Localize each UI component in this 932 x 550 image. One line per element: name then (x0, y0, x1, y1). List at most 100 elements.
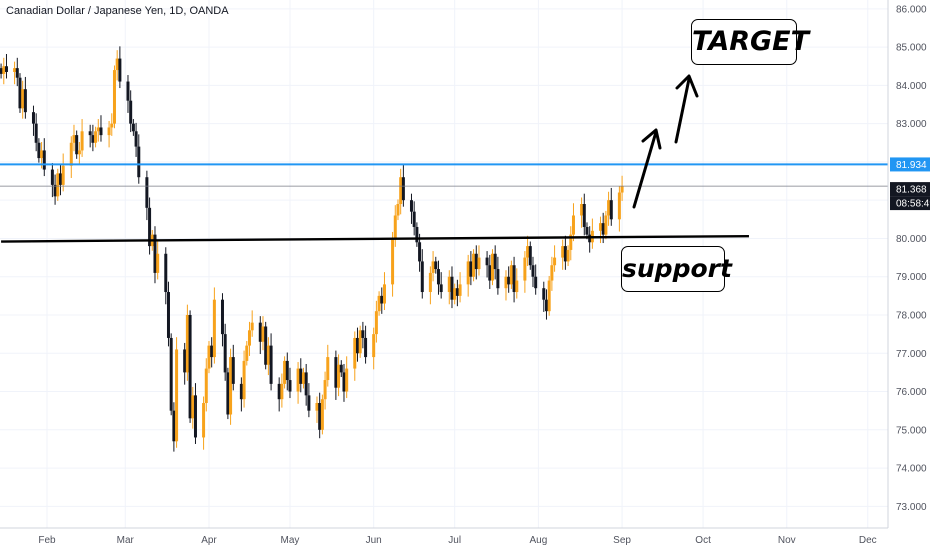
candle (207, 341, 211, 374)
candle (353, 331, 357, 381)
candle-series (0, 46, 624, 452)
svg-text:08:58:49: 08:58:49 (896, 199, 932, 210)
svg-text:81.368: 81.368 (896, 185, 927, 196)
time-tick-label: Aug (529, 535, 547, 546)
candle (609, 187, 613, 226)
candle (304, 363, 308, 406)
support-annotation[interactable]: support (621, 246, 732, 292)
candle (166, 281, 170, 347)
candle (239, 377, 243, 412)
candle (269, 333, 273, 391)
candle (229, 348, 233, 425)
candle (91, 124, 95, 152)
price-tick-label: 79.000 (896, 272, 927, 283)
candle (77, 142, 81, 165)
candle (183, 342, 187, 385)
arrow-2 (674, 74, 699, 144)
time-axis[interactable]: Feb Mar Apr May Jun Jul Aug Sep Oct Nov Dec (38, 535, 876, 546)
candle (515, 268, 519, 299)
candle (512, 256, 516, 303)
candle (94, 126, 98, 148)
candle (266, 337, 270, 376)
candle (553, 245, 557, 272)
candle (450, 266, 454, 309)
candle (434, 256, 438, 274)
candle (453, 283, 457, 305)
candle (258, 316, 262, 355)
price-tick-label: 76.000 (896, 387, 927, 398)
candle (337, 354, 341, 397)
candle (15, 57, 19, 87)
candle (542, 281, 546, 312)
candle (409, 193, 413, 224)
candle (226, 367, 230, 420)
candle (496, 256, 500, 295)
candle (569, 226, 573, 261)
candle (220, 293, 224, 347)
candle (277, 377, 281, 412)
price-tick-label: 85.000 (896, 43, 927, 54)
candle (110, 113, 114, 136)
candle (342, 363, 346, 402)
candle (412, 201, 416, 236)
support-line[interactable] (1, 234, 749, 243)
candle (472, 249, 476, 282)
candle (550, 256, 554, 291)
candle (396, 199, 400, 221)
candle (439, 272, 443, 299)
candle (134, 122, 138, 157)
candle (415, 222, 419, 247)
candle (172, 402, 176, 452)
svg-text:81.934: 81.934 (896, 160, 927, 171)
candle (364, 325, 368, 364)
candle (288, 367, 292, 399)
candle (436, 260, 440, 295)
candle (531, 256, 535, 288)
candle (34, 113, 38, 152)
target-annotation[interactable]: TARGET (691, 19, 809, 65)
arrow-1 (632, 128, 662, 209)
candle (318, 392, 322, 439)
price-tick-label: 78.000 (896, 310, 927, 321)
candle (474, 245, 478, 280)
candle (13, 61, 17, 85)
countdown-label: 08:58:49 (890, 196, 932, 211)
candle (112, 65, 116, 129)
candle (358, 325, 362, 358)
candle (418, 233, 422, 272)
candle (31, 105, 35, 136)
candle (50, 163, 54, 198)
candle (382, 272, 386, 311)
candle (544, 289, 548, 320)
time-tick-label: Dec (859, 535, 877, 546)
candle (507, 266, 511, 293)
time-tick-label: Mar (117, 535, 135, 546)
last-price-label: 81.368 (890, 182, 930, 197)
candle (598, 216, 602, 244)
candle (131, 119, 135, 136)
time-tick-label: Sep (613, 535, 631, 546)
candle (374, 300, 378, 343)
candle (361, 321, 365, 349)
candle (223, 323, 227, 381)
candle (420, 249, 424, 299)
candle (145, 170, 149, 221)
candle (477, 245, 481, 276)
candle (164, 247, 168, 305)
candle (264, 321, 268, 370)
candle (526, 235, 530, 267)
candle (212, 287, 216, 364)
candle (107, 120, 111, 148)
candle (469, 251, 473, 286)
candle (175, 337, 179, 448)
candle (315, 396, 319, 423)
time-tick-label: Feb (38, 535, 56, 546)
candle (247, 321, 251, 356)
candle (339, 360, 343, 377)
price-tick-label: 84.000 (896, 81, 927, 92)
candle (261, 316, 265, 351)
candle (523, 251, 527, 293)
candle (561, 239, 565, 270)
